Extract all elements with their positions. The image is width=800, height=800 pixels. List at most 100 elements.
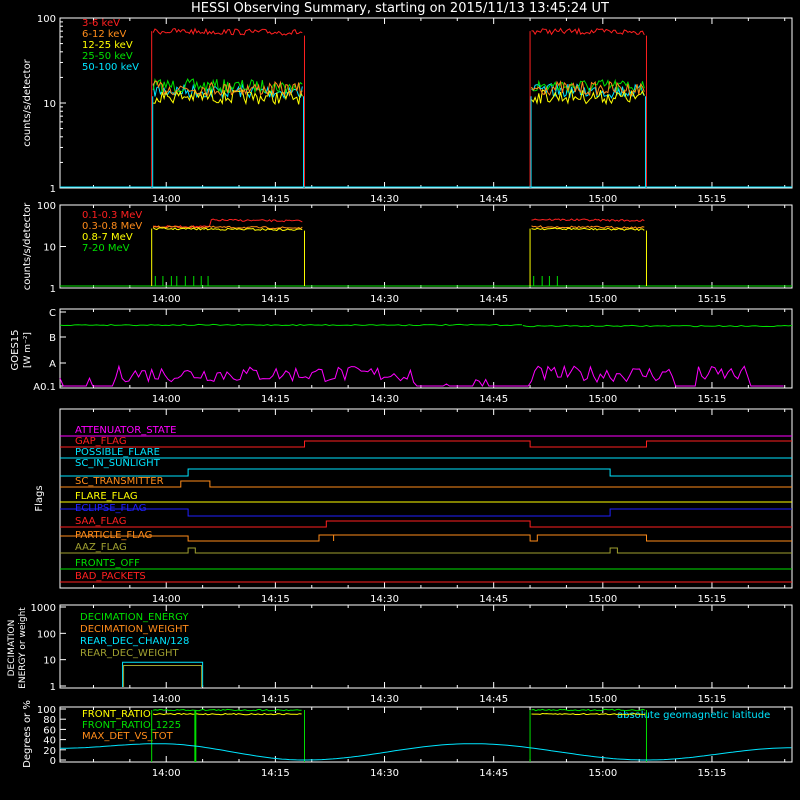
decimation-y-label: 1000 — [31, 603, 56, 614]
lightcurve-low-ylabel: counts/s/detector — [22, 58, 33, 146]
decimation-legend: DECIMATION_WEIGHT — [80, 624, 189, 635]
flags-trace-ECLIPSE_FLAG — [60, 508, 792, 517]
lightcurve-low-series-3-6 keV — [152, 27, 303, 36]
ratios-series-front-ratio-1225 — [531, 708, 646, 712]
decimation-legend: REAR_DEC_WEIGHT — [80, 648, 179, 659]
flags-time-label: 14:15 — [261, 594, 290, 605]
decimation-time-label: 14:30 — [370, 694, 399, 705]
flags-time-label: 14:00 — [152, 594, 181, 605]
lightcurve-high-frame — [59, 204, 793, 289]
lightcurve-low-frame — [59, 17, 793, 189]
ratios-ylabel: Degrees or % — [22, 700, 33, 768]
decimation-ylabel: ENERGY or weight — [18, 607, 28, 689]
lightcurve-low-time-label: 14:30 — [370, 194, 399, 205]
ratios-y-label: 0 — [50, 756, 56, 767]
lightcurve-high-y-label: 100 — [37, 201, 56, 212]
decimation-time-label: 14:45 — [479, 694, 508, 705]
lightcurve-low-time-label: 15:15 — [698, 194, 727, 205]
flags-label: FRONTS_OFF — [75, 558, 140, 569]
goes-time-label: 14:00 — [152, 394, 181, 405]
flags-label: SC_IN_SUNLIGHT — [75, 458, 161, 469]
decimation-trace-rear-dec-weight — [123, 665, 203, 687]
chart-title: HESSI Observing Summary, starting on 201… — [191, 1, 609, 16]
decimation-time-label: 14:15 — [261, 694, 290, 705]
ratios-time-label: 15:00 — [588, 768, 617, 779]
goes-time-label: 14:15 — [261, 394, 290, 405]
goes-series-high — [59, 323, 523, 327]
lightcurve-high-legend: 0.8-7 MeV — [82, 232, 133, 243]
lightcurve-high-series-0.8-7MeV — [152, 227, 303, 232]
lightcurve-high-legend: 0.1-0.3 MeV — [82, 210, 142, 221]
lightcurve-low-series-12-25 keV — [531, 88, 645, 106]
ratios-legend: absolute geomagnetic latitude — [617, 710, 770, 721]
goes-frame — [59, 308, 793, 389]
ratios-y-label: 40 — [43, 736, 56, 747]
flags-time-label: 14:45 — [479, 594, 508, 605]
lightcurve-low-time-label: 14:45 — [479, 194, 508, 205]
flags-trace-AAZ_FLAG — [60, 547, 792, 554]
goes-y-label: C — [49, 308, 56, 319]
flags-time-label: 14:30 — [370, 594, 399, 605]
lightcurve-low-series-6-12 keV — [152, 80, 303, 97]
goes-y-label: A0.1 — [33, 382, 56, 393]
ratios-time-label: 15:15 — [698, 768, 727, 779]
ratios-legend: MAX_DET_VS_TOT — [82, 731, 174, 742]
ratios-y-label: 100 — [37, 705, 56, 716]
goes-yunit: [W m⁻²] — [23, 332, 33, 368]
goes-time-label: 15:00 — [588, 394, 617, 405]
flags-label: SC_TRANSMITTER — [75, 476, 164, 487]
decimation-trace-rear-dec-chan — [122, 661, 204, 687]
lightcurve-low-y-label: 10 — [43, 99, 56, 110]
ratios-series-max-det — [152, 712, 302, 716]
ratios-y-label: 20 — [43, 746, 56, 757]
flags-label: BAD_PACKETS — [75, 571, 146, 582]
lightcurve-low-legend: 50-100 keV — [82, 62, 139, 73]
flags-label: AAZ_FLAG — [75, 542, 127, 553]
lightcurve-low-series-25-50 keV — [152, 77, 303, 95]
decimation-time-label: 15:15 — [698, 694, 727, 705]
flags-trace-SAA_FLAG — [60, 520, 792, 528]
lightcurve-high-time-label: 14:15 — [261, 294, 290, 305]
ratios-y-label: 80 — [43, 715, 56, 726]
flags-trace-SC_IN_SUNLIGHT — [60, 468, 792, 477]
flags-trace-GAP_FLAG — [60, 440, 792, 448]
goes-y-label: A — [49, 359, 56, 370]
decimation-y-label: 1 — [50, 682, 56, 693]
flags-trace-PARTICLE_FLAG — [60, 534, 792, 542]
flags-time-label: 15:00 — [588, 594, 617, 605]
decimation-legend: DECIMATION_ENERGY — [80, 612, 189, 623]
lightcurve-high-series-0.3-0.8MeV — [152, 225, 303, 230]
lightcurve-low-y-label: 1 — [50, 184, 56, 195]
ratios-y-label: 60 — [43, 725, 56, 736]
goes-time-label: 14:30 — [370, 394, 399, 405]
lightcurve-low-series-3-6 keV — [531, 27, 645, 36]
lightcurve-high-y-label: 10 — [43, 243, 56, 254]
lightcurve-low-legend: 3-6 keV — [82, 18, 120, 29]
lightcurve-low-time-label: 14:15 — [261, 194, 290, 205]
flags-label: POSSIBLE_FLARE — [75, 447, 160, 458]
ratios-time-label: 14:15 — [261, 768, 290, 779]
lightcurve-high-series-0.3-0.8MeV — [531, 225, 645, 230]
ratios-time-label: 14:00 — [152, 768, 181, 779]
ratios-series-front-ratio-1225 — [153, 708, 302, 712]
goes-y-label: B — [49, 333, 56, 344]
flags-ylabel: Flags — [34, 485, 45, 511]
lightcurve-low-series-25-50 keV — [531, 78, 645, 94]
flags-frame — [59, 408, 793, 589]
lightcurve-high-y-label: 1 — [50, 284, 56, 295]
decimation-frame — [59, 604, 793, 689]
lightcurve-high-series-0.1-0.3MeV — [152, 218, 303, 229]
lightcurve-low-series-6-12 keV — [531, 80, 645, 97]
decimation-y-label: 10 — [43, 656, 56, 667]
ratios-series-geomagnetic-latitude — [60, 743, 792, 761]
flags-trace-SC_TRANSMITTER — [60, 480, 792, 488]
lightcurve-high-time-label: 14:45 — [479, 294, 508, 305]
flags-label: FLARE_FLAG — [75, 491, 138, 502]
flags-time-label: 15:15 — [698, 594, 727, 605]
decimation-time-label: 14:00 — [152, 694, 181, 705]
lightcurve-high-ylabel: counts/s/detector — [22, 202, 33, 290]
flags-label: ATTENUATOR_STATE — [75, 425, 176, 436]
lightcurve-high-time-label: 15:15 — [698, 294, 727, 305]
decimation-legend: REAR_DEC_CHAN/128 — [80, 636, 189, 647]
